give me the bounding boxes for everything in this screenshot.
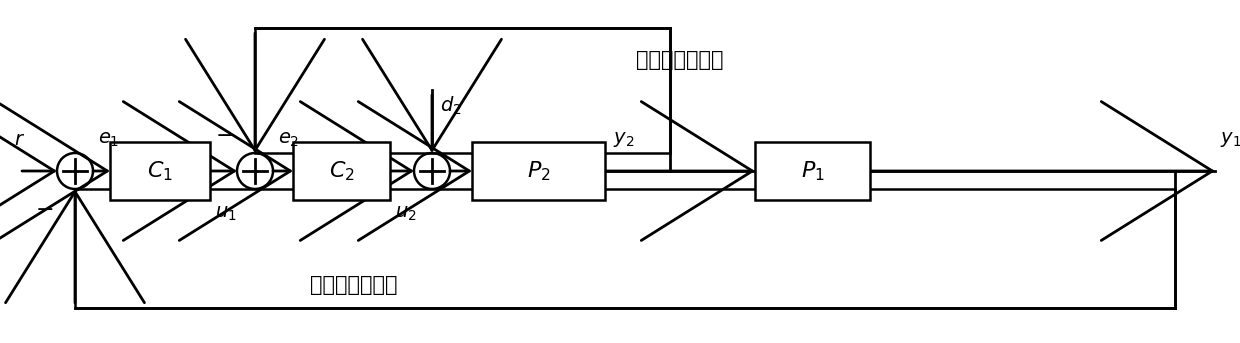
Text: $C_2$: $C_2$ [329,159,355,183]
Text: $y_2$: $y_2$ [613,130,635,149]
Bar [472,142,605,200]
Bar [74,189,1176,308]
Text: $e_1$: $e_1$ [98,131,119,149]
Bar [255,28,670,153]
Text: $-$: $-$ [215,123,233,145]
Text: $y_1$: $y_1$ [1220,130,1240,149]
Text: 副闭环控制回路: 副闭环控制回路 [636,50,724,70]
Bar [110,142,210,200]
Text: $d_2$: $d_2$ [440,95,461,117]
Bar [755,142,870,200]
Text: $r$: $r$ [15,131,26,149]
Text: $P_1$: $P_1$ [801,159,825,183]
Text: $P_2$: $P_2$ [527,159,551,183]
Text: $u_2$: $u_2$ [396,205,417,223]
Text: $-$: $-$ [35,197,53,219]
Text: $e_2$: $e_2$ [278,131,299,149]
Text: $C_1$: $C_1$ [148,159,172,183]
Text: 主闭环控制回路: 主闭环控制回路 [310,275,398,295]
Bar [293,142,391,200]
Text: $u_1$: $u_1$ [215,205,237,223]
